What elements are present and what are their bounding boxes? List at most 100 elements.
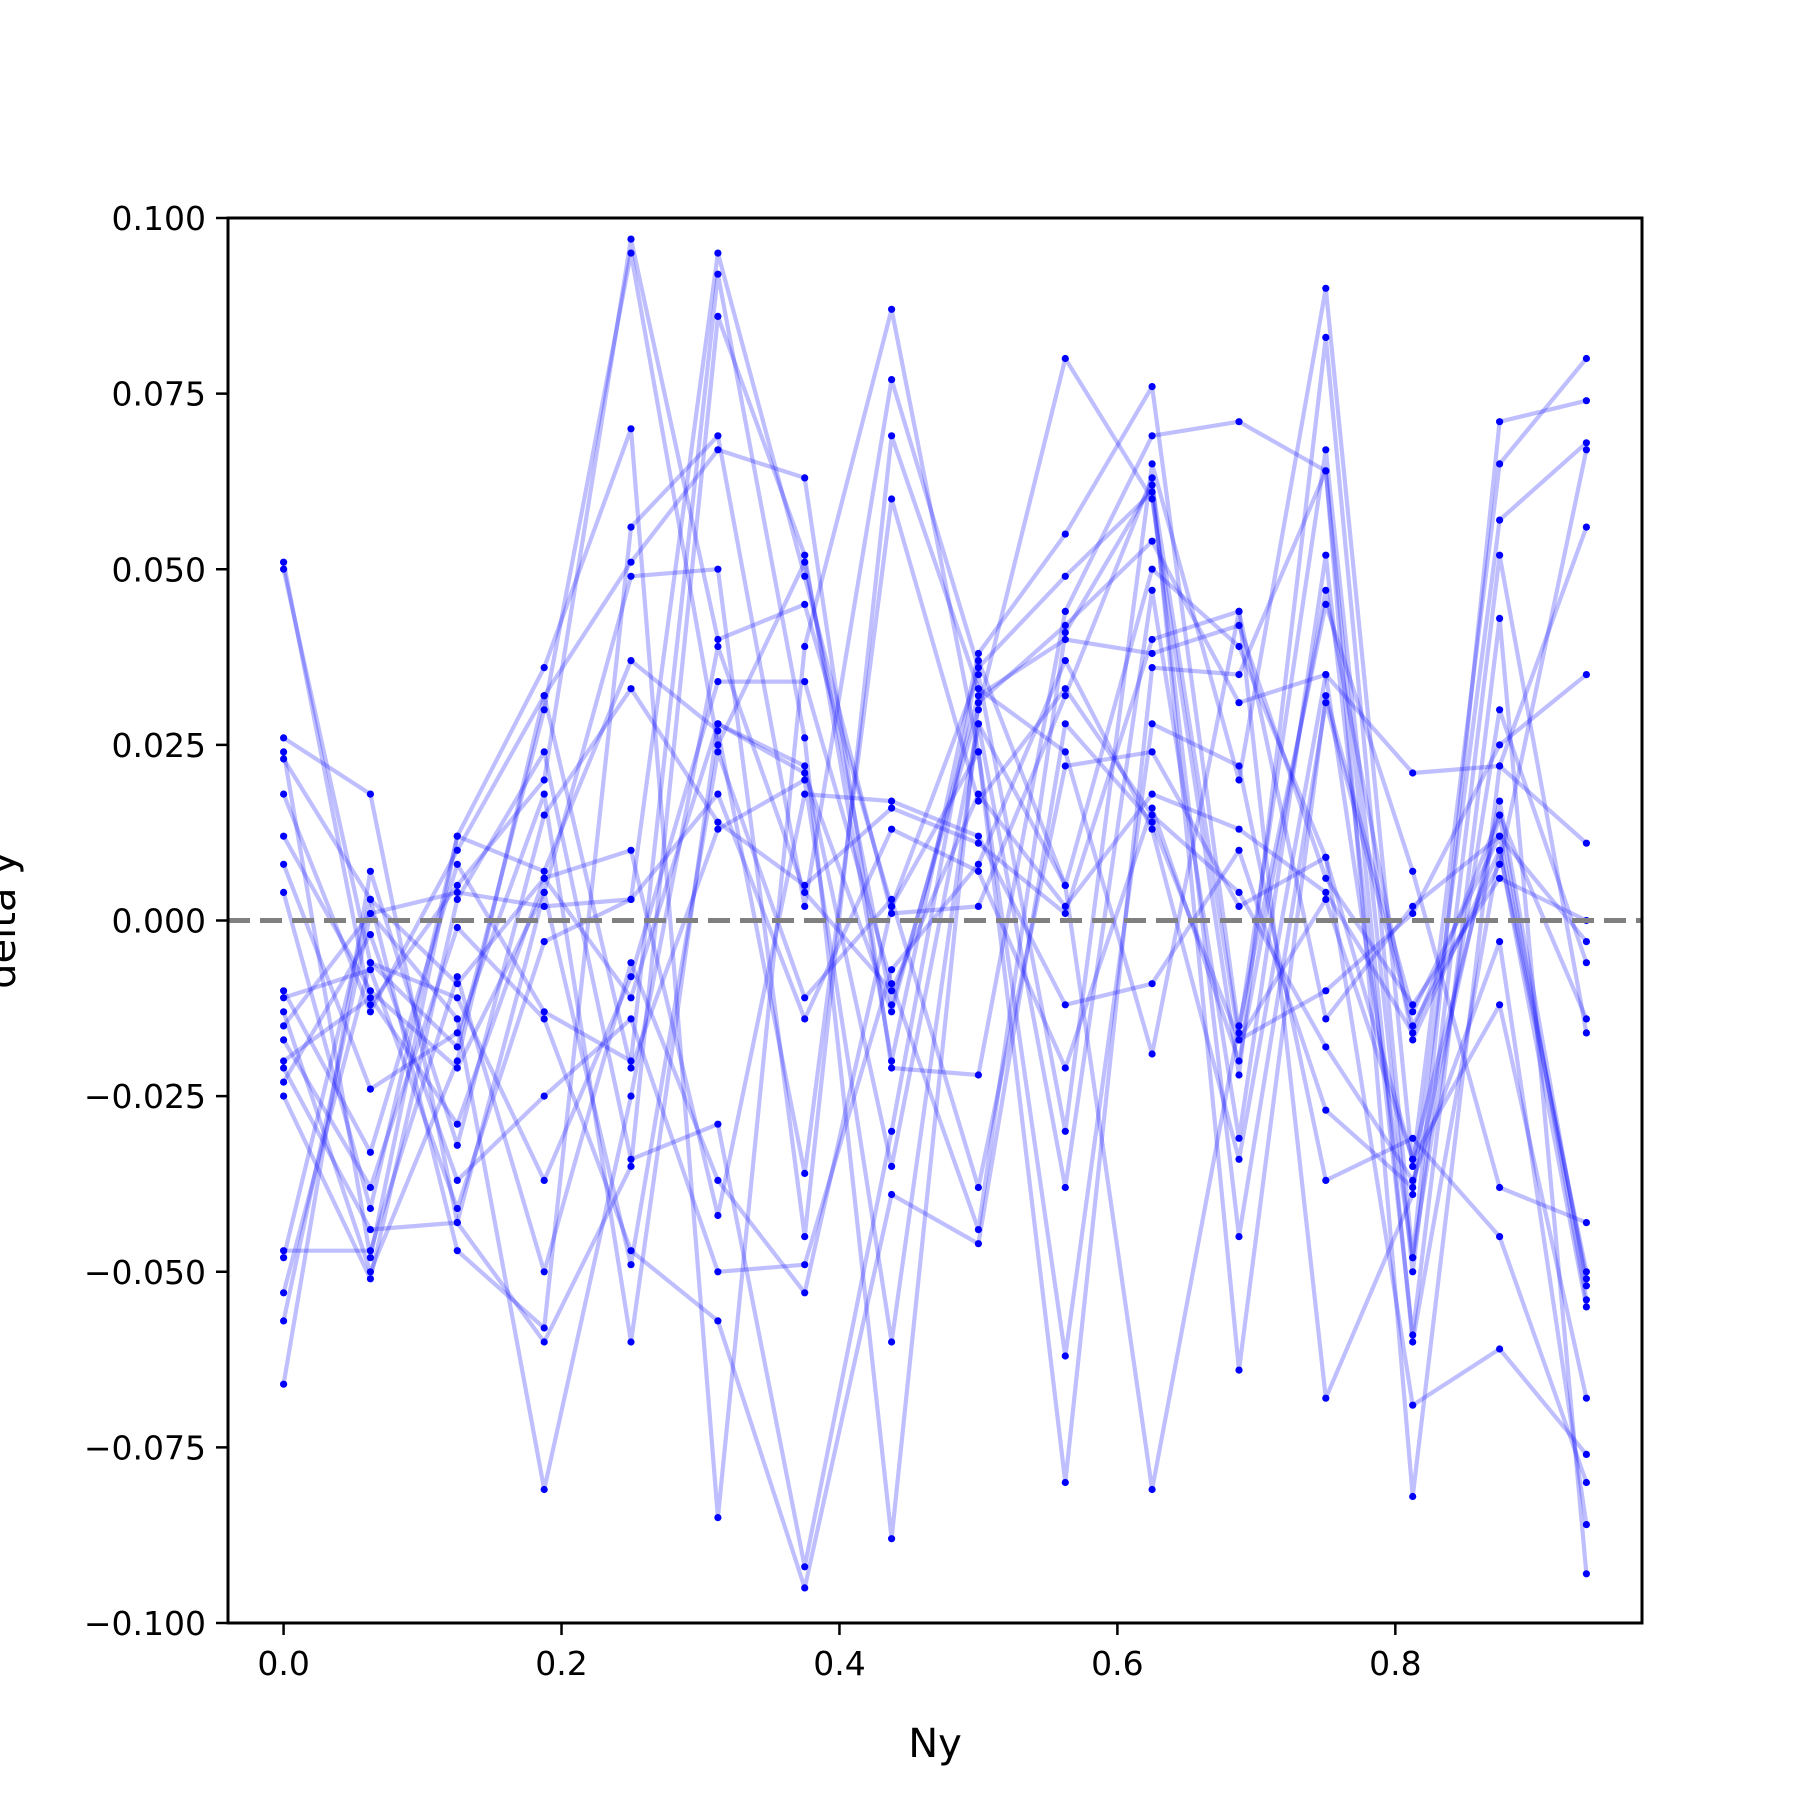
series-line [281,237,1589,1169]
data-point [540,938,548,946]
data-point [1148,635,1156,644]
series-7 [280,432,1590,1402]
data-point [1148,664,1156,672]
data-point [974,649,983,658]
data-point [888,987,896,995]
series-line [281,721,1589,1591]
series-line [281,307,1589,1520]
data-point [974,720,983,728]
data-point [540,888,548,897]
data-point [1235,418,1243,426]
data-point [1148,383,1156,391]
data-point [974,832,983,840]
data-point [714,312,722,320]
data-point [974,867,983,875]
data-point [1322,671,1330,679]
data-point [280,755,288,763]
data-point [1322,874,1330,882]
data-point [540,874,548,882]
y-tick-label: 0.100 [112,199,206,238]
x-tick-label: 0.6 [1091,1644,1143,1683]
data-point [1322,600,1330,609]
data-point [627,558,635,566]
data-point [453,1064,461,1072]
y-tick-label: 0.050 [112,550,206,589]
data-point [1148,825,1156,833]
data-point [974,1226,983,1234]
data-point [801,881,809,890]
series-line [281,526,1589,1274]
data-point [714,270,722,278]
data-point [974,790,983,798]
series-layer [280,235,1590,1592]
data-point [888,1064,896,1072]
data-point [888,797,896,805]
data-point [453,973,461,981]
data-point [714,720,722,728]
data-point [801,642,809,651]
data-point [888,1008,896,1016]
data-point [1061,1478,1069,1487]
data-point [1322,1043,1330,1051]
data-point [366,1268,374,1276]
data-point [280,1022,288,1030]
data-point [1322,1176,1330,1184]
data-point [1322,586,1330,594]
data-point [1061,1183,1069,1192]
data-point [1148,481,1156,489]
data-point [366,1008,374,1016]
data-point [974,839,983,847]
data-point [1061,657,1069,665]
data-point [280,888,288,897]
data-point [280,1057,288,1065]
data-point [453,1015,461,1023]
data-point [1409,1268,1417,1276]
data-point [1061,628,1069,637]
data-point [1322,1394,1330,1402]
data-point [1409,909,1417,918]
data-point [453,1176,461,1184]
data-point [1061,354,1069,363]
data-point [366,966,374,974]
data-point [1496,1183,1504,1192]
data-point [801,769,809,777]
x-axis-label: Ny [908,1721,962,1767]
data-point [1582,839,1590,847]
data-point [888,1057,896,1065]
data-point [453,1120,461,1128]
data-point [888,909,896,918]
series-19 [280,720,1590,1487]
data-point [280,558,288,566]
data-point [1235,888,1243,897]
data-point [1148,460,1156,468]
data-point [1496,551,1504,559]
data-point [280,1064,288,1072]
data-point [280,832,288,840]
data-point [280,565,288,573]
data-point [1496,1345,1504,1353]
data-point [366,1148,374,1156]
data-point [714,790,722,798]
data-point [1409,1176,1417,1184]
series-15 [280,790,1590,1290]
data-point [1409,1183,1417,1192]
data-point [453,1204,461,1213]
data-point [714,432,722,440]
data-point [1061,720,1069,728]
series-line [281,553,1589,1574]
data-point [540,664,548,672]
data-point [1235,607,1243,616]
data-point [627,1092,635,1100]
data-point [801,790,809,798]
data-point [540,706,548,714]
data-point [1148,565,1156,573]
series-line [281,377,1589,1331]
data-point [1061,685,1069,693]
data-point [801,1584,809,1592]
data-point [1409,1401,1417,1409]
data-point [1061,881,1069,890]
series-16 [280,748,1590,1458]
data-point [1235,846,1243,854]
data-point [1582,1478,1590,1487]
data-point [627,973,635,981]
